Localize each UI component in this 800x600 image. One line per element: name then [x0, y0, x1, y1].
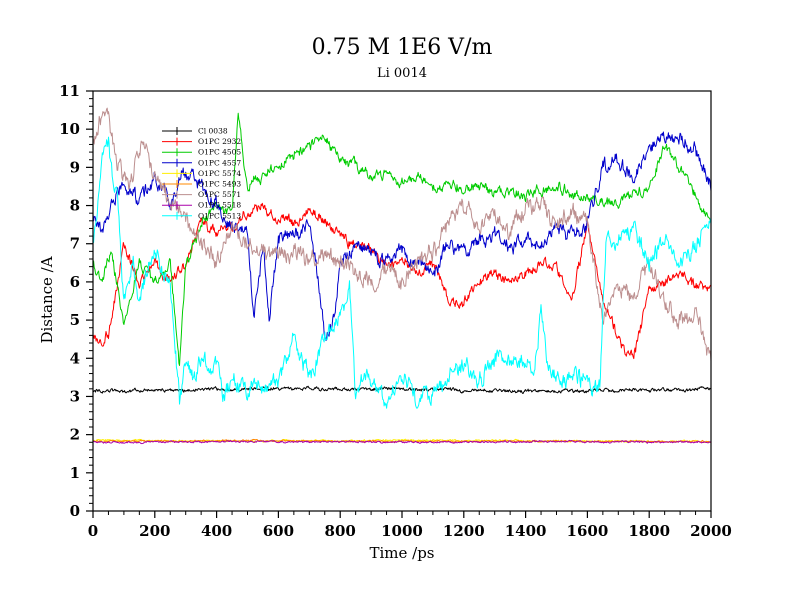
- x-tick-label: 800: [325, 522, 356, 540]
- legend-label: O1PC 4505: [198, 148, 241, 157]
- y-tick-label: 3: [70, 387, 80, 405]
- x-tick-label: 1000: [381, 522, 423, 540]
- y-tick-label: 1: [70, 464, 80, 482]
- x-tick-label: 0: [88, 522, 98, 540]
- x-tick-label: 1800: [628, 522, 670, 540]
- plot-frame: [92, 90, 712, 512]
- y-tick-label: 8: [70, 197, 80, 215]
- series-line-8: [93, 439, 711, 445]
- legend-label: O1PC 5493: [198, 180, 241, 189]
- legend-label: O1PC 2932: [198, 137, 241, 146]
- legend-label: O1PC 5574: [198, 169, 241, 178]
- series-line-4: [93, 131, 711, 341]
- y-tick-label: 2: [70, 426, 80, 444]
- legend-label: O1PC 5518: [198, 201, 241, 210]
- series-line-9: [93, 136, 711, 409]
- legend-label: Cl 0038: [198, 127, 228, 136]
- y-tick-label: 9: [70, 158, 80, 176]
- series-line-3: [93, 112, 711, 366]
- chart-subtitle: Li 0014: [377, 66, 427, 81]
- y-tick-label: 11: [59, 82, 80, 100]
- x-tick-label: 1200: [443, 522, 485, 540]
- chart-title: 0.75 M 1E6 V/m: [312, 35, 493, 60]
- plot-area: [93, 107, 711, 445]
- x-tick-label: 2000: [690, 522, 732, 540]
- series-line-7: [93, 107, 711, 362]
- x-axis-label: Time /ps: [369, 544, 434, 562]
- y-tick-label: 10: [59, 120, 80, 138]
- series-line-1: [93, 385, 711, 394]
- x-tick-label: 200: [139, 522, 170, 540]
- x-tick-label: 400: [201, 522, 232, 540]
- legend-label: O1PC 5571: [198, 190, 241, 199]
- y-tick-label: 4: [70, 349, 80, 367]
- y-tick-label: 6: [70, 273, 80, 291]
- y-axis-label: Distance /A: [38, 256, 56, 343]
- y-tick-label: 5: [70, 311, 80, 329]
- x-tick-label: 1400: [505, 522, 547, 540]
- x-tick-label: 1600: [567, 522, 609, 540]
- legend-label: O1PC 4557: [198, 158, 241, 167]
- y-tick-label: 0: [70, 502, 80, 520]
- legend-label: O1PC 5513: [198, 211, 241, 220]
- y-tick-label: 7: [70, 235, 80, 253]
- axes: 0 200 400 600 800 1000 1200 1400 1600 1800 2000 0 1 2…: [59, 82, 732, 540]
- x-tick-label: 600: [263, 522, 294, 540]
